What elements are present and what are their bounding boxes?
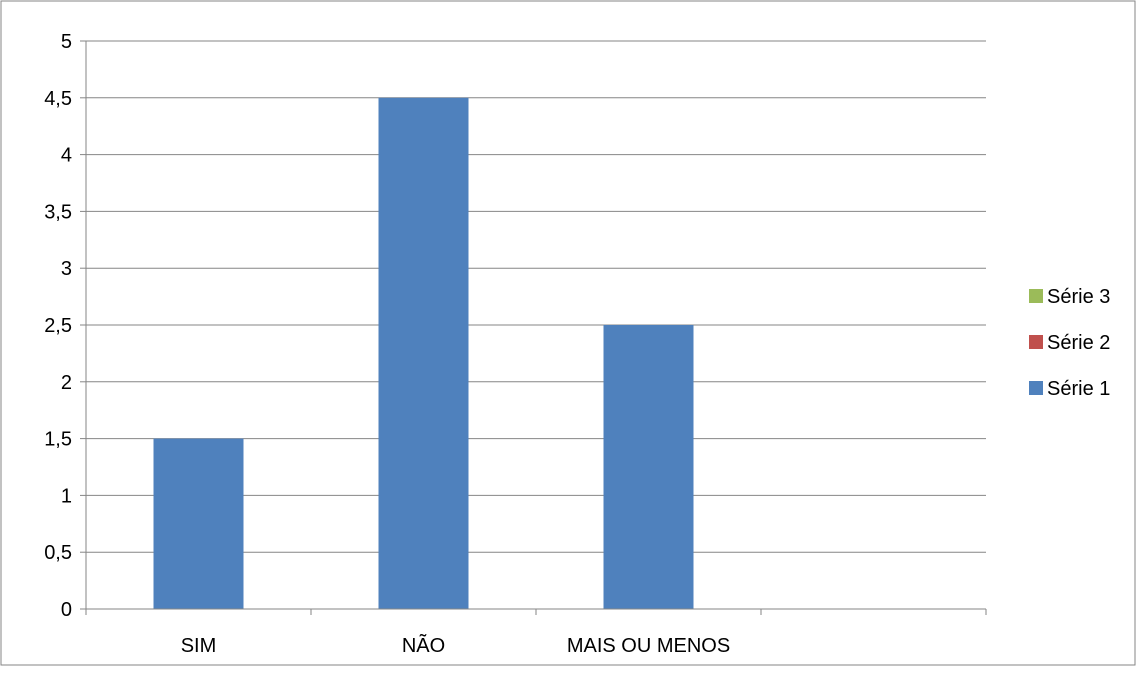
x-tick-label: SIM [181, 635, 217, 657]
y-tick-label: 2 [61, 372, 72, 394]
axes [85, 41, 987, 615]
y-tick-label: 1,5 [44, 429, 72, 451]
legend-swatch [1029, 381, 1043, 395]
y-tick-label: 3 [61, 258, 72, 280]
y-tick-label: 5 [61, 31, 72, 53]
y-tick-label: 1 [61, 485, 72, 507]
x-axis-tick-labels: SIM NÃO MAIS OU MENOS [181, 633, 730, 657]
x-tick-label: NÃO [402, 633, 445, 657]
legend-label: Série 1 [1047, 378, 1110, 400]
y-tick-label: 0,5 [44, 542, 72, 564]
bar-série-1-0 [153, 438, 244, 609]
y-tick-label: 4,5 [44, 88, 72, 110]
legend: Série 3 Série 2 Série 1 [1029, 286, 1110, 400]
y-tick-label: 4 [61, 145, 72, 167]
y-axis-tick-labels: 0 0,5 1 1,5 2 2,5 3 3,5 4 4,5 5 [44, 31, 72, 621]
bar-série-1-1 [378, 97, 469, 610]
y-tick-label: 2,5 [44, 315, 72, 337]
legend-label: Série 2 [1047, 332, 1110, 354]
bar-série-1-2 [603, 325, 694, 609]
bars [153, 97, 694, 610]
y-tick-label: 0 [61, 599, 72, 621]
y-tick-label: 3,5 [44, 201, 72, 223]
x-tick-label: MAIS OU MENOS [567, 635, 730, 657]
legend-label: Série 3 [1047, 286, 1110, 308]
legend-swatch [1029, 289, 1043, 303]
legend-swatch [1029, 335, 1043, 349]
